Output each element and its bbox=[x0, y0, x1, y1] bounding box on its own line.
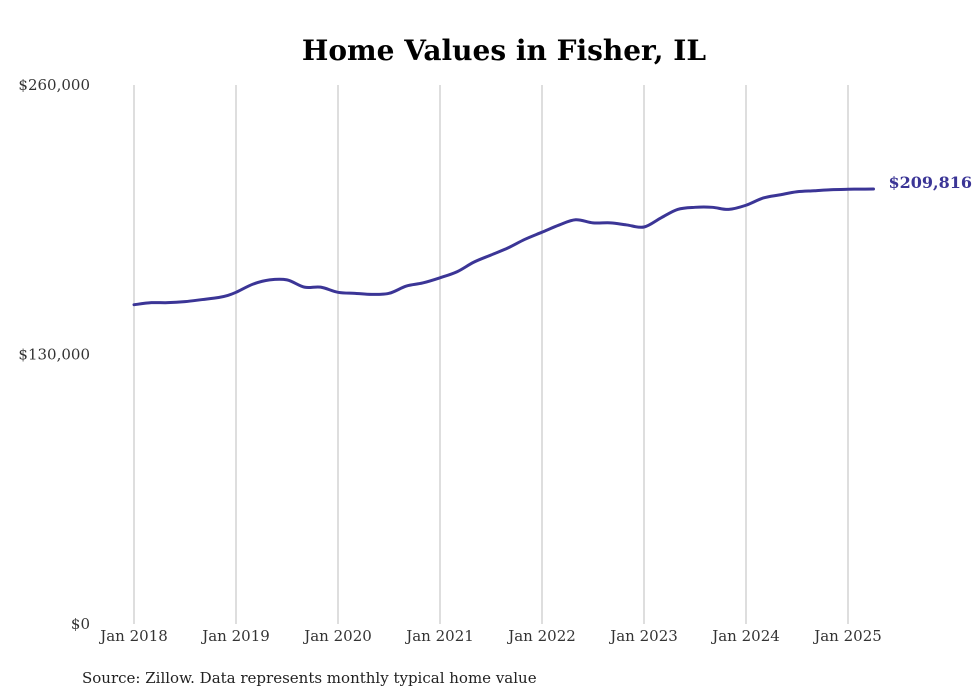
y-tick-label: $130,000 bbox=[18, 346, 90, 364]
x-tick-label: Jan 2024 bbox=[710, 627, 780, 645]
x-tick-label: Jan 2022 bbox=[506, 627, 576, 645]
chart-title: Home Values in Fisher, IL bbox=[302, 34, 706, 67]
vertical-gridlines bbox=[133, 85, 849, 624]
series-end-value-label: $209,816 bbox=[889, 173, 973, 192]
x-tick-label: Jan 2021 bbox=[404, 627, 474, 645]
y-tick-label: $0 bbox=[71, 615, 90, 633]
series-layer bbox=[132, 187, 875, 307]
x-tick-label: Jan 2019 bbox=[200, 627, 270, 645]
source-note: Source: Zillow. Data represents monthly … bbox=[82, 669, 537, 687]
x-tick-label: Jan 2018 bbox=[98, 627, 168, 645]
x-tick-label: Jan 2020 bbox=[302, 627, 372, 645]
y-axis-tick-labels: $0 $130,000 $260,000 bbox=[18, 76, 90, 633]
y-tick-label: $260,000 bbox=[18, 76, 90, 94]
x-tick-label: Jan 2025 bbox=[812, 627, 882, 645]
x-axis-tick-labels: Jan 2018 Jan 2019 Jan 2020 Jan 2021 Jan 2022… bbox=[98, 627, 882, 645]
home-value-series-line bbox=[132, 187, 875, 307]
x-tick-label: Jan 2023 bbox=[608, 627, 678, 645]
